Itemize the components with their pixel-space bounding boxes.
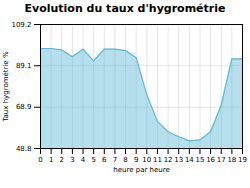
svg-text:10: 10 bbox=[142, 156, 151, 164]
svg-text:109.2: 109.2 bbox=[11, 21, 31, 29]
svg-text:7: 7 bbox=[113, 156, 117, 164]
svg-text:48.8: 48.8 bbox=[16, 145, 32, 153]
svg-text:17: 17 bbox=[217, 156, 226, 164]
svg-text:89.1: 89.1 bbox=[16, 62, 32, 70]
svg-text:11: 11 bbox=[153, 156, 162, 164]
svg-text:4: 4 bbox=[81, 156, 86, 164]
svg-text:5: 5 bbox=[91, 156, 95, 164]
svg-text:12: 12 bbox=[164, 156, 173, 164]
svg-text:15: 15 bbox=[196, 156, 205, 164]
svg-text:3: 3 bbox=[70, 156, 74, 164]
html-text:Evolution du taux d'hygrométri: Evolution du taux d'hygrométrie bbox=[24, 2, 226, 15]
svg-text:Taux hygrométrie %: Taux hygrométrie % bbox=[2, 51, 10, 122]
svg-text:heure par heure: heure par heure bbox=[113, 166, 169, 174]
svg-text:14: 14 bbox=[185, 156, 194, 164]
svg-text:19: 19 bbox=[238, 156, 247, 164]
svg-text:0: 0 bbox=[38, 156, 42, 164]
svg-text:8: 8 bbox=[123, 156, 127, 164]
svg-text:68.9: 68.9 bbox=[16, 103, 32, 111]
svg-text:13: 13 bbox=[174, 156, 183, 164]
svg-text:6: 6 bbox=[102, 156, 107, 164]
svg-text:9: 9 bbox=[134, 156, 138, 164]
svg-text:18: 18 bbox=[227, 156, 236, 164]
svg-text:2: 2 bbox=[60, 156, 64, 164]
svg-text:16: 16 bbox=[206, 156, 215, 164]
svg-text:1: 1 bbox=[49, 156, 53, 164]
